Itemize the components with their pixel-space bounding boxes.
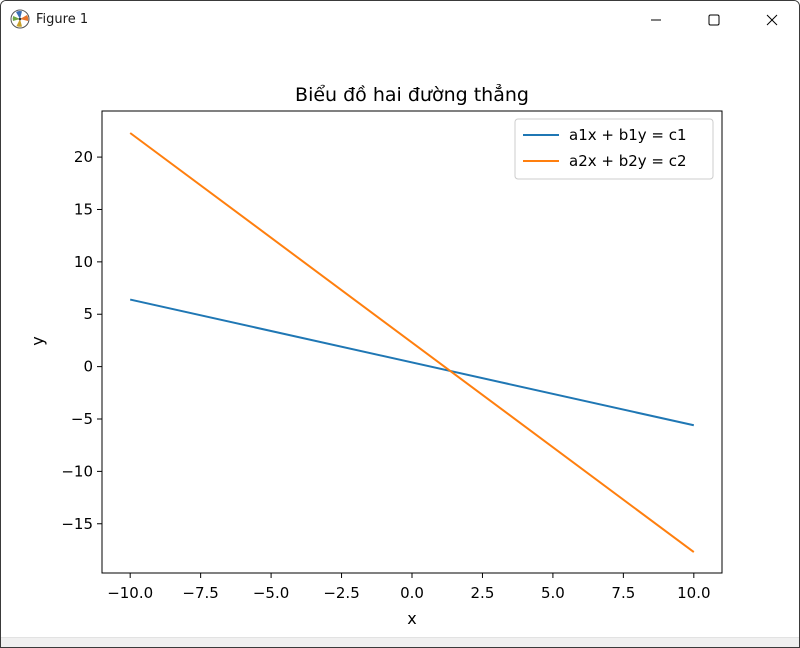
status-bar <box>1 637 799 647</box>
y-tick-label: 5 <box>83 305 93 323</box>
x-tick-label: 5.0 <box>541 584 565 602</box>
x-tick-label: 10.0 <box>677 584 710 602</box>
y-tick-label: −15 <box>61 515 93 533</box>
y-tick-label: −10 <box>61 462 93 480</box>
x-tick-label: 2.5 <box>471 584 495 602</box>
x-axis-label: x <box>407 609 416 628</box>
series-line-1 <box>129 298 695 427</box>
legend: a1x + b1y = c1 a2x + b2y = c2 <box>514 118 714 180</box>
y-tick-label: 15 <box>74 200 93 218</box>
series-line-2 <box>129 132 695 553</box>
x-tick-label: −5.0 <box>253 584 289 602</box>
x-tick-label: −2.5 <box>323 584 359 602</box>
close-icon <box>766 14 778 26</box>
x-tick-label: −7.5 <box>182 584 218 602</box>
y-axis-label: y <box>28 336 47 345</box>
window-title: Figure 1 <box>36 12 89 27</box>
close-button[interactable] <box>749 1 795 39</box>
x-tick-label: −10.0 <box>107 584 153 602</box>
title-bar[interactable]: Figure 1 <box>1 1 799 39</box>
y-tick-label: 20 <box>74 148 93 166</box>
plot-area <box>129 132 695 553</box>
matplotlib-icon <box>10 9 30 29</box>
y-tick-label: 10 <box>74 253 93 271</box>
x-tick-label: 0.0 <box>400 584 424 602</box>
axes: −10.0 −7.5 −5.0 −2.5 0.0 2.5 5.0 7.5 10.0 20 15 10 5… <box>61 110 723 602</box>
line-chart: Biểu đồ hai đường thẳng −10.0 −7.5 −5.0 −2.… <box>28 83 723 628</box>
maximize-button[interactable] <box>691 1 737 39</box>
x-tick-label: 7.5 <box>611 584 635 602</box>
legend-label-2: a2x + b2y = c2 <box>569 152 687 170</box>
chart-title: Biểu đồ hai đường thẳng <box>295 83 529 106</box>
y-tick-label: 0 <box>83 358 93 376</box>
legend-box <box>514 118 714 180</box>
maximize-icon <box>708 14 720 26</box>
legend-label-1: a1x + b1y = c1 <box>569 126 687 144</box>
minimize-icon <box>651 19 661 21</box>
y-tick-label: −5 <box>71 410 93 428</box>
minimize-button[interactable] <box>633 1 679 39</box>
